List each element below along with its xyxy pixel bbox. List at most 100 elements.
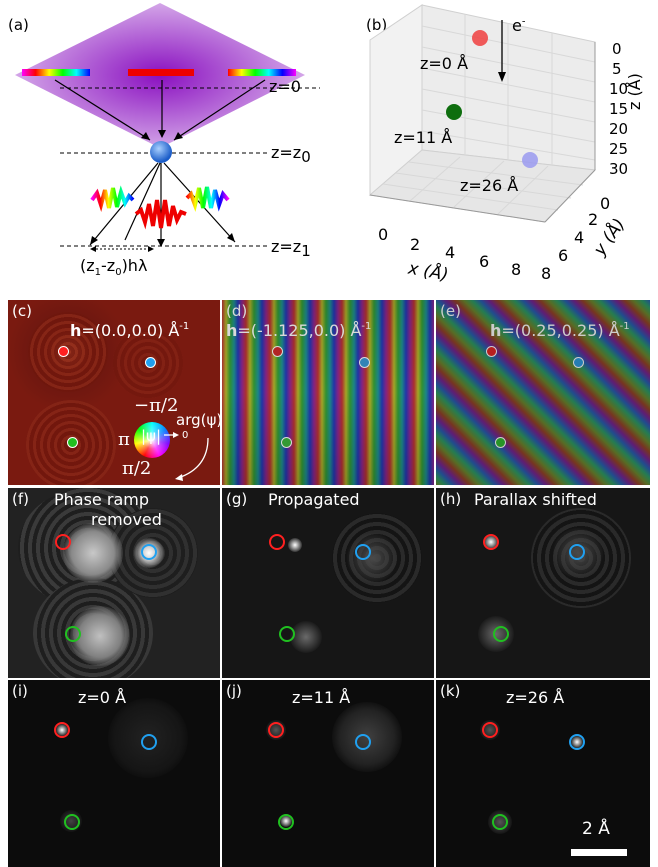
legend-modulus: |ψ| [141, 427, 162, 445]
panel-j-title: z=11 Å [292, 688, 351, 707]
marker-red [482, 722, 498, 738]
panel-b: (b) e- z=0 Å z=11 [330, 0, 658, 295]
panel-g-label: (g) [226, 490, 248, 508]
z-tick-4: 20 [609, 120, 629, 138]
panel-d: (d) h=(-1.125,0.0) Å-1 [222, 300, 434, 485]
marker-blue [355, 734, 371, 750]
marker-blue [355, 544, 371, 560]
panel-f-title-1: Phase ramp [54, 490, 149, 509]
panel-k-title: z=26 Å [506, 688, 565, 707]
y-tick-4: 8 [541, 264, 552, 283]
label-zz1: z=z1 [271, 237, 311, 261]
y-tick-0: 0 [600, 194, 611, 213]
panel-a: (a) [0, 0, 330, 290]
wavelet-left [90, 185, 135, 212]
y-tick-1: 2 [588, 210, 599, 229]
blob-green [290, 621, 322, 653]
panel-h: (h) Parallax shifted [436, 488, 650, 678]
z-tick-6: 30 [609, 160, 629, 178]
y-tick-2: 4 [574, 228, 585, 247]
panel-i: (i) z=0 Å [8, 680, 220, 867]
marker-red [55, 534, 71, 550]
marker-blue [573, 357, 584, 368]
legend-top: −π/2 [134, 395, 179, 416]
atom-blue [522, 152, 538, 168]
panel-b-label: (b) [366, 16, 388, 34]
z-tick-3: 15 [609, 100, 629, 118]
marker-red [486, 346, 497, 357]
panel-a-label: (a) [8, 16, 29, 34]
marker-blue [141, 544, 157, 560]
atom-red [472, 30, 488, 46]
marker-blue [569, 734, 585, 750]
legend-zero: 0 [182, 430, 189, 441]
marker-green [278, 814, 294, 830]
3d-axes [368, 4, 597, 223]
panel-c: (c) h=(0.0,0.0) Å-1 −π/2 π π/2 |ψ| arg(ψ… [8, 300, 220, 485]
marker-blue [145, 357, 156, 368]
z-tick-0: 0 [612, 40, 622, 58]
marker-green [493, 626, 509, 642]
label-z0: z=0 [269, 77, 301, 96]
blob-red [288, 538, 302, 552]
panel-e-title: h=(0.25,0.25) Å-1 [490, 321, 630, 340]
wavelet-center [134, 199, 187, 230]
scale-bar-label: 2 Å [582, 819, 610, 839]
marker-green [65, 626, 81, 642]
marker-green [281, 437, 292, 448]
legend-arg: arg(ψ) [176, 411, 220, 429]
panel-c-label: (c) [12, 302, 32, 320]
label-offset: (z1-z0)hλ [80, 256, 148, 279]
x-tick-3: 6 [479, 252, 490, 271]
layer-label-1: z=11 Å [394, 128, 453, 147]
marker-red [483, 534, 499, 550]
marker-red [58, 346, 69, 357]
marker-red [54, 722, 70, 738]
panel-c-title: h=(0.0,0.0) Å-1 [70, 321, 190, 340]
marker-blue [141, 734, 157, 750]
panel-e-label: (e) [440, 302, 461, 320]
electron-label: e- [512, 16, 526, 35]
marker-green [64, 814, 80, 830]
marker-blue [359, 357, 370, 368]
x-tick-1: 2 [410, 235, 421, 254]
wave-center [128, 69, 194, 76]
panel-g-title: Propagated [268, 490, 360, 509]
x-tick-4: 8 [511, 260, 522, 279]
marker-red [272, 346, 283, 357]
blob-red [63, 523, 123, 583]
panel-g: (g) Propagated [222, 488, 434, 678]
blob-blue [347, 533, 397, 583]
panel-j-label: (j) [226, 682, 242, 700]
wave-left [22, 69, 90, 76]
legend-bottom: π/2 [122, 458, 152, 479]
marker-red [269, 534, 285, 550]
marker-green [492, 814, 508, 830]
x-tick-2: 4 [445, 243, 456, 262]
z-tick-1: 5 [612, 60, 622, 78]
panel-f: (f) Phase ramp removed [8, 488, 220, 678]
marker-green [495, 437, 506, 448]
legend-arrows [164, 432, 209, 481]
panel-j: (j) z=11 Å [222, 680, 434, 867]
y-tick-3: 6 [558, 246, 569, 265]
panel-h-label: (h) [440, 490, 462, 508]
z-axis-label: z (Å) [625, 73, 644, 110]
panel-f-title-2: removed [91, 510, 162, 529]
panel-k-label: (k) [440, 682, 461, 700]
panel-h-title: Parallax shifted [474, 490, 597, 509]
marker-red [268, 722, 284, 738]
panel-i-label: (i) [12, 682, 28, 700]
wave-right [228, 69, 296, 76]
panel-i-title: z=0 Å [78, 688, 127, 707]
panel-e: (e) h=(0.25,0.25) Å-1 [436, 300, 650, 485]
panel-d-title: h=(-1.125,0.0) Å-1 [226, 321, 372, 340]
marker-green [279, 626, 295, 642]
panel-f-label: (f) [12, 490, 29, 508]
panel-k: (k) z=26 Å 2 Å [436, 680, 650, 867]
z-tick-5: 25 [609, 140, 629, 158]
atom-sphere [150, 141, 172, 163]
schematic-diagram [15, 3, 320, 252]
layer-label-0: z=0 Å [420, 54, 469, 73]
layer-label-2: z=26 Å [460, 176, 519, 195]
